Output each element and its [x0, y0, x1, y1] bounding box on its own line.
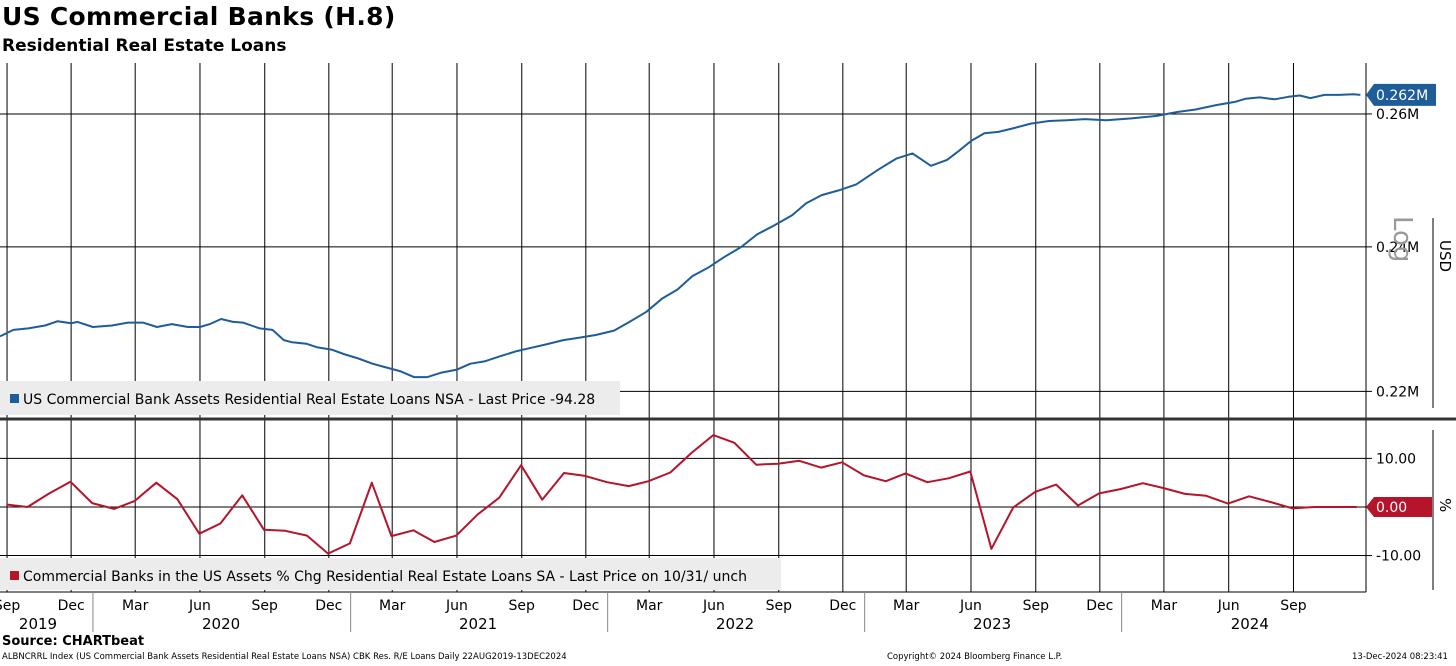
x-month-label: Sep — [509, 598, 536, 614]
ticker-info: ALBNCRRL Index (US Commercial Bank Asset… — [2, 652, 567, 662]
x-month-label: Sep — [1023, 598, 1050, 614]
x-month-label: Mar — [893, 598, 920, 614]
x-month-label: Jun — [188, 598, 211, 614]
upper-last-value-label: 0.262M — [1376, 88, 1428, 104]
lower-y-tick-label: 10.00 — [1376, 451, 1416, 467]
upper-y-tick-label: 0.22M — [1376, 384, 1419, 400]
x-month-label: Jun — [1217, 598, 1240, 614]
lower-legend-swatch — [10, 571, 19, 580]
timestamp: 13-Dec-2024 08:23:41 — [1352, 652, 1448, 662]
x-month-label: Sep — [0, 598, 20, 614]
upper-unit-label: USD — [1436, 240, 1454, 272]
lower-legend-box — [0, 558, 781, 590]
x-month-label: Mar — [122, 598, 149, 614]
x-month-label: Mar — [1151, 598, 1178, 614]
x-month-label: Jun — [445, 598, 468, 614]
x-month-label: Dec — [829, 598, 856, 614]
source-label: Source: CHARTbeat — [2, 634, 145, 649]
x-month-label: Mar — [636, 598, 663, 614]
x-month-label: Dec — [58, 598, 85, 614]
upper-legend-box — [0, 381, 620, 415]
upper-last-value-badge — [1366, 83, 1436, 106]
lower-last-value-label: 0.00 — [1376, 500, 1407, 516]
chart-subtitle: Residential Real Estate Loans — [2, 36, 287, 56]
x-year-label: 2020 — [202, 615, 240, 633]
x-year-label: 2021 — [459, 615, 497, 633]
lower-series-line — [6, 434, 1357, 555]
lower-unit-label: % — [1436, 498, 1454, 512]
x-year-label: 2022 — [716, 615, 754, 633]
x-month-label: Jun — [702, 598, 725, 614]
upper-legend-swatch — [10, 394, 19, 403]
log-scale-label: Log — [1387, 216, 1417, 262]
upper-legend-label: US Commercial Bank Assets Residential Re… — [23, 392, 595, 408]
lower-last-value-badge — [1366, 496, 1432, 517]
x-month-label: Sep — [252, 598, 279, 614]
x-month-label: Sep — [766, 598, 793, 614]
x-year-label: 2024 — [1231, 615, 1269, 633]
x-month-label: Dec — [572, 598, 599, 614]
copyright: Copyright© 2024 Bloomberg Finance L.P. — [887, 652, 1063, 662]
chart-title: US Commercial Banks (H.8) — [2, 2, 396, 31]
upper-series-line — [0, 93, 1361, 379]
x-month-label: Jun — [959, 598, 982, 614]
upper-y-tick-label: 0.24M — [1376, 240, 1419, 256]
lower-legend-label: Commercial Banks in the US Assets % Chg … — [23, 569, 747, 585]
x-month-label: Dec — [1086, 598, 1113, 614]
x-month-label: Mar — [379, 598, 406, 614]
upper-y-tick-label: 0.26M — [1376, 107, 1419, 123]
x-month-label: Dec — [315, 598, 342, 614]
x-year-label: 2023 — [973, 615, 1011, 633]
lower-y-tick-label: -10.00 — [1376, 549, 1421, 565]
x-year-label: 2019 — [19, 615, 57, 633]
x-month-label: Sep — [1280, 598, 1307, 614]
